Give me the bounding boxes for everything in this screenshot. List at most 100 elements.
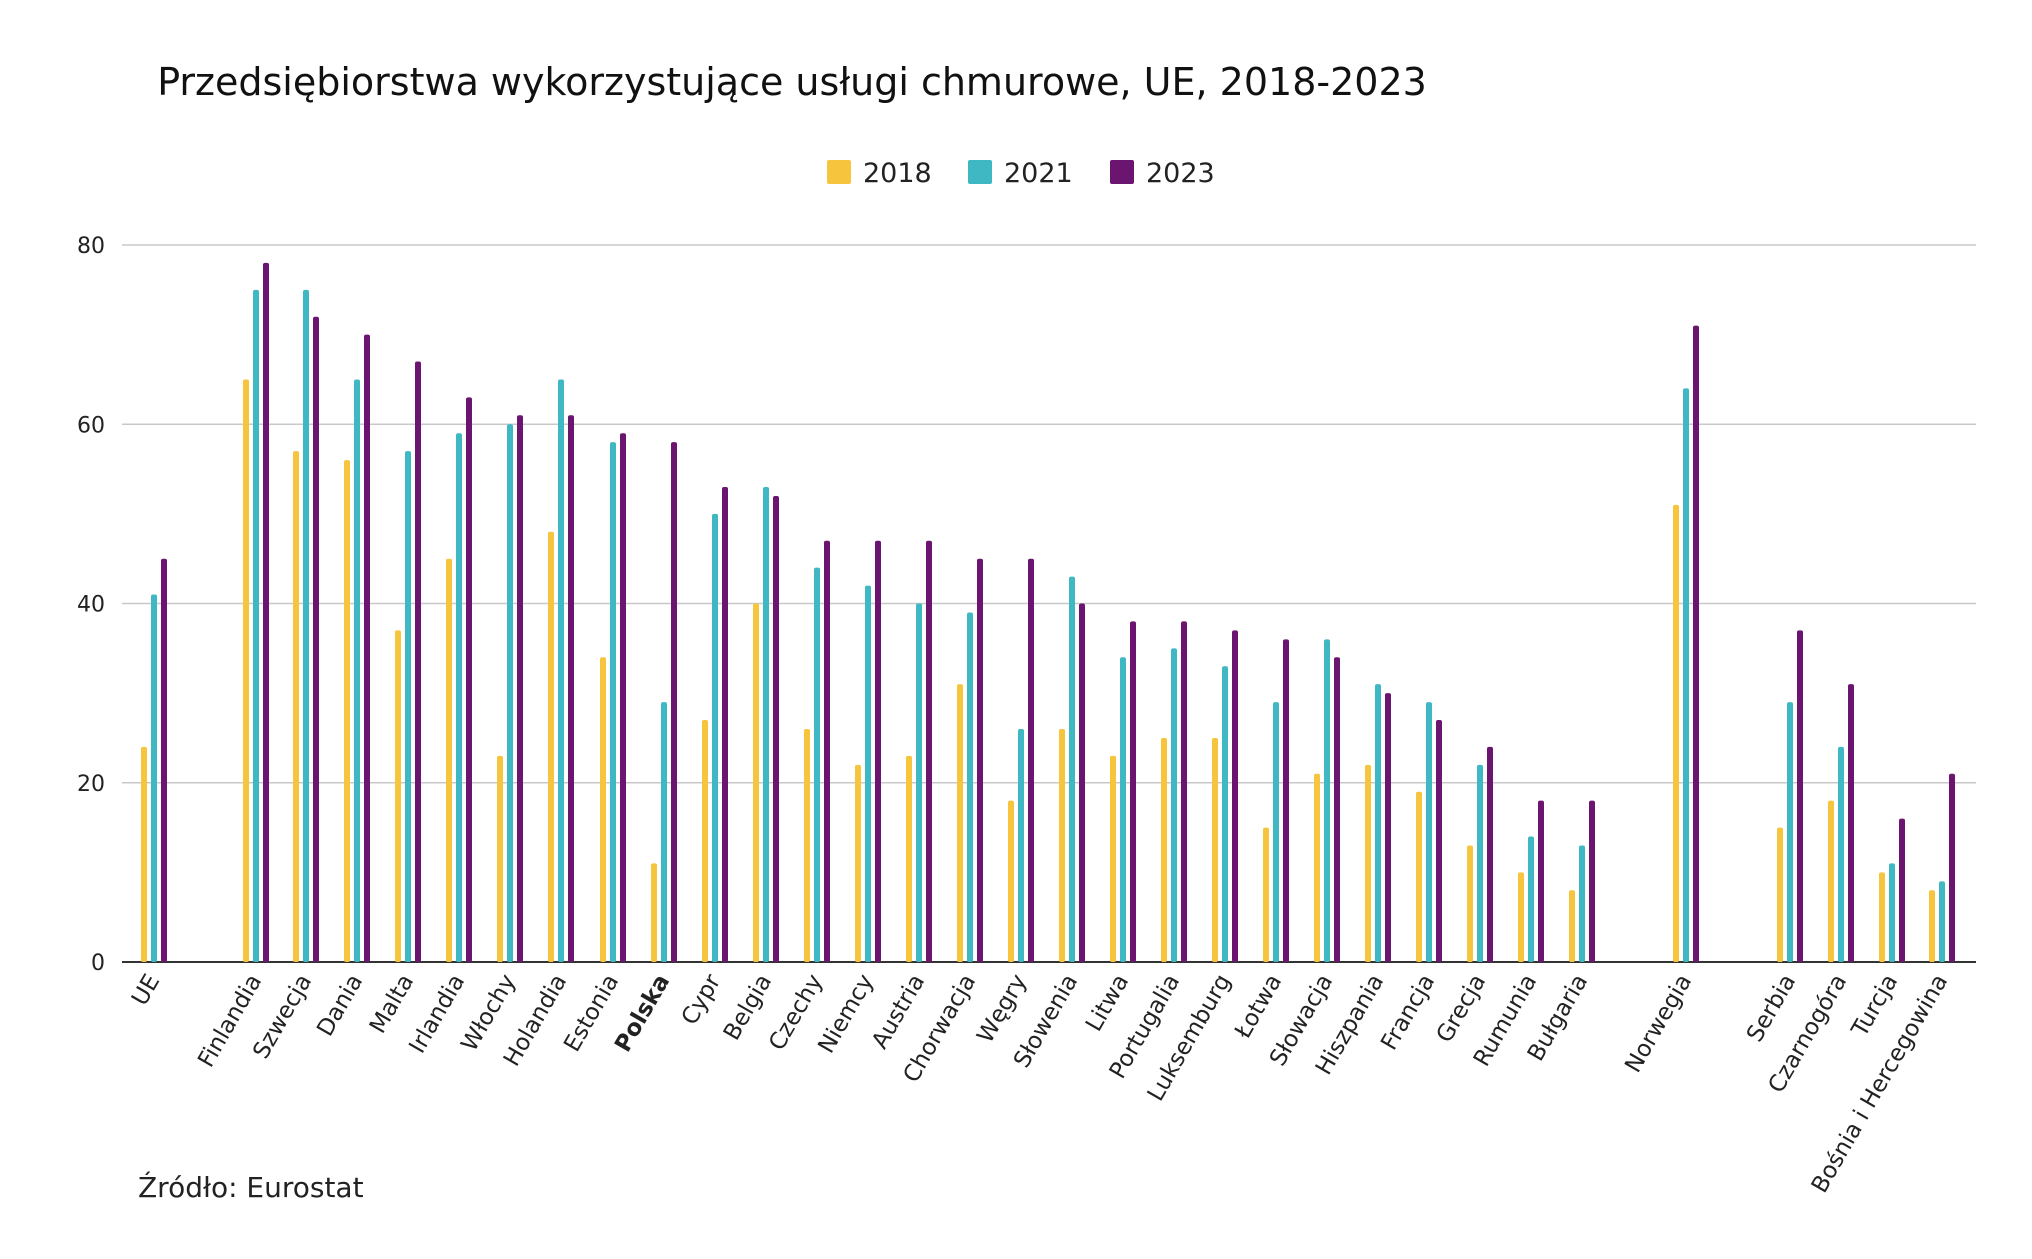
bar-2018-rumunia — [1518, 872, 1524, 962]
bar-2018-łotwa — [1263, 827, 1269, 962]
bar-2023-turcja — [1899, 818, 1905, 962]
bar-2023-słowacja — [1334, 657, 1340, 962]
bar-2021-austria — [916, 603, 922, 962]
bar-2021-hiszpania — [1375, 684, 1381, 962]
bar-2018-słowacja — [1314, 773, 1320, 962]
bar-2021-czarnogóra — [1838, 746, 1844, 962]
bars — [141, 262, 1955, 963]
grid-lines — [122, 244, 1976, 963]
legend-label: 2021 — [1004, 158, 1073, 189]
y-tick-label: 60 — [77, 413, 105, 438]
bar-2021-niemcy — [865, 585, 871, 962]
bar-2018-holandia — [548, 531, 554, 962]
bar-2023-bośnia-i-hercegowina — [1949, 773, 1955, 962]
bar-2021-norwegia — [1683, 388, 1689, 962]
bar-2021-luksemburg — [1222, 666, 1228, 962]
bar-2023-grecja — [1487, 746, 1493, 962]
bar-2023-serbia — [1797, 630, 1803, 962]
x-tick-label: UE — [127, 970, 165, 1010]
bar-2021-belgia — [763, 486, 769, 962]
bar-2023-polska — [671, 442, 677, 962]
bar-2021-serbia — [1787, 702, 1793, 962]
x-tick-label: Malta — [365, 970, 419, 1038]
bar-2018-litwa — [1110, 755, 1116, 962]
bar-2023-słowenia — [1079, 603, 1085, 962]
bar-2018-bułgaria — [1569, 890, 1575, 962]
bar-2023-finlandia — [263, 262, 269, 962]
bar-2018-luksemburg — [1212, 737, 1218, 962]
bar-2021-włochy — [507, 424, 513, 962]
legend-label: 2018 — [863, 158, 932, 189]
bar-2018-serbia — [1777, 827, 1783, 962]
x-tick-label: Norwegia — [1620, 970, 1697, 1077]
source-note: Źródło: Eurostat — [138, 1170, 364, 1204]
bar-2018-irlandia — [446, 558, 452, 962]
x-tick-label: Dania — [312, 970, 368, 1041]
bar-2023-dania — [364, 334, 370, 962]
bar-2018-szwecja — [293, 451, 299, 962]
bar-2018-bośnia-i-hercegowina — [1929, 890, 1935, 962]
bar-2023-czarnogóra — [1848, 684, 1854, 962]
bar-2023-ue — [161, 558, 167, 962]
bar-2023-austria — [926, 540, 932, 962]
legend-label: 2023 — [1146, 158, 1215, 189]
bar-2018-polska — [651, 863, 657, 962]
y-tick-label: 20 — [77, 772, 105, 797]
bar-2021-polska — [661, 702, 667, 962]
bar-2018-czechy — [804, 728, 810, 962]
bar-2018-niemcy — [855, 764, 861, 962]
bar-2023-niemcy — [875, 540, 881, 962]
bar-2018-dania — [344, 460, 350, 962]
bar-2021-czechy — [814, 567, 820, 962]
bar-2023-norwegia — [1693, 325, 1699, 963]
bar-2021-słowacja — [1324, 639, 1330, 962]
bar-2023-litwa — [1130, 621, 1136, 962]
bar-2018-estonia — [600, 657, 606, 962]
legend: 2018 2021 2023 — [827, 158, 1215, 189]
bar-2023-bułgaria — [1589, 800, 1595, 962]
bar-2021-portugalia — [1171, 648, 1177, 962]
y-tick-label: 80 — [77, 234, 105, 259]
bar-2023-malta — [415, 361, 421, 962]
bar-2018-turcja — [1879, 872, 1885, 962]
bar-2021-cypr — [712, 513, 718, 962]
bar-2018-malta — [395, 630, 401, 962]
y-axis-ticks: 0 20 40 60 80 — [77, 234, 105, 976]
bar-2023-włochy — [517, 415, 523, 963]
bar-2023-szwecja — [313, 316, 319, 962]
bar-2021-irlandia — [456, 433, 462, 962]
y-tick-label: 0 — [91, 951, 105, 976]
bar-2023-holandia — [568, 415, 574, 963]
bar-2018-norwegia — [1673, 504, 1679, 962]
bar-2021-łotwa — [1273, 702, 1279, 962]
bar-2018-ue — [141, 746, 147, 962]
bar-2023-czechy — [824, 540, 830, 962]
bar-2018-czarnogóra — [1828, 800, 1834, 962]
bar-2021-holandia — [558, 379, 564, 962]
bar-2023-rumunia — [1538, 800, 1544, 962]
bar-2018-hiszpania — [1365, 764, 1371, 962]
legend-swatch-2018 — [827, 160, 851, 184]
bar-2021-chorwacja — [967, 612, 973, 962]
x-tick-label: Cypr — [677, 970, 727, 1030]
bar-2023-portugalia — [1181, 621, 1187, 962]
bar-2021-estonia — [610, 442, 616, 962]
bar-2021-litwa — [1120, 657, 1126, 962]
bar-2021-finlandia — [253, 289, 259, 962]
bar-2021-słowenia — [1069, 576, 1075, 962]
bar-2018-węgry — [1008, 800, 1014, 962]
bar-2021-turcja — [1889, 863, 1895, 962]
bar-2018-chorwacja — [957, 684, 963, 962]
bar-2021-węgry — [1018, 728, 1024, 962]
bar-2018-belgia — [753, 603, 759, 962]
bar-2023-belgia — [773, 495, 779, 962]
bar-2021-malta — [405, 451, 411, 962]
legend-swatch-2023 — [1110, 160, 1134, 184]
bar-2021-bośnia-i-hercegowina — [1939, 881, 1945, 962]
bar-2018-francja — [1416, 791, 1422, 962]
bar-2018-cypr — [702, 720, 708, 962]
bar-2021-rumunia — [1528, 836, 1534, 962]
bar-2023-hiszpania — [1385, 693, 1391, 962]
bar-2021-bułgaria — [1579, 845, 1585, 962]
